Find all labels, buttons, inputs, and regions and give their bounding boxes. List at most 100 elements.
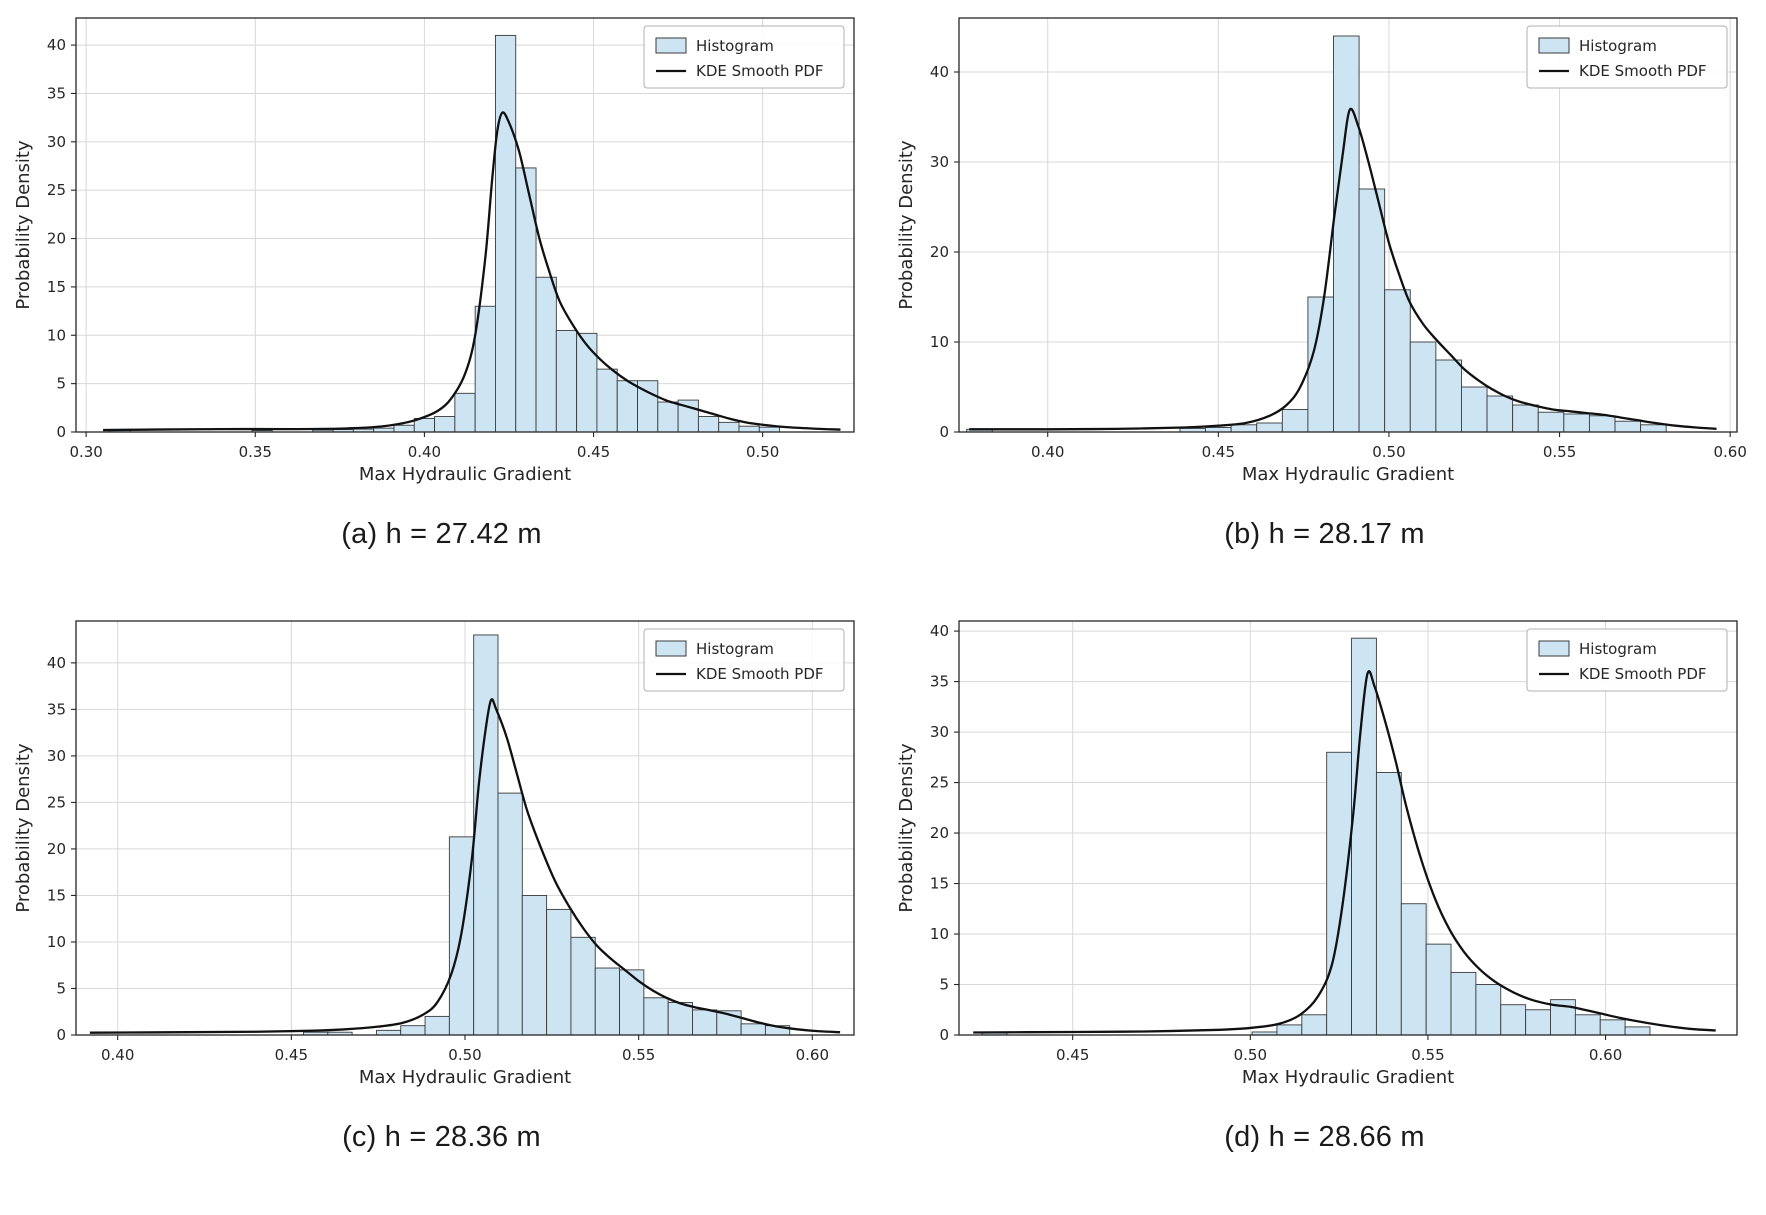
y-axis-label: Probability Density [896,140,917,310]
tick-labels: 0.30 0.35 0.40 0.45 0.50 0 5 10 15 20 25 30 35 40 [46,36,778,461]
legend-kde-label: KDE Smooth PDF [1579,62,1707,80]
svg-text:25: 25 [46,181,65,199]
histogram-kde-chart-b: 0.40 0.45 0.50 0.55 0.60 0 10 20 30 40 Max Hydraul… [894,4,1755,496]
svg-text:10: 10 [929,333,948,351]
chart-panel-c: 0.40 0.45 0.50 0.55 0.60 0 5 10 15 20 25 30 35 40 Max … [0,606,883,1210]
y-axis-label: Probability Density [13,743,34,913]
tick-marks [70,661,813,1040]
svg-text:0.40: 0.40 [1031,443,1064,461]
svg-text:0.60: 0.60 [795,1046,828,1064]
histogram-kde-chart-c: 0.40 0.45 0.50 0.55 0.60 0 5 10 15 20 25 30 35 40 Max … [11,606,872,1099]
svg-text:40: 40 [929,622,948,640]
svg-text:25: 25 [46,793,65,811]
svg-text:0.50: 0.50 [1372,443,1405,461]
legend-kde-label: KDE Smooth PDF [696,665,824,683]
svg-text:20: 20 [46,230,65,248]
legend: Histogram KDE Smooth PDF [643,628,844,691]
caption-d: (d) h = 28.66 m [1224,1120,1425,1153]
chart-canvas-svg: 0.40 0.45 0.50 0.55 0.60 0 10 20 30 40 Max Hydraul… [894,4,1755,496]
plot-border [957,17,1738,433]
svg-text:15: 15 [46,886,65,904]
svg-text:30: 30 [46,746,65,764]
svg-text:0: 0 [939,423,949,441]
svg-text:15: 15 [46,278,65,296]
svg-text:0.45: 0.45 [1201,443,1234,461]
kde-curve [89,697,840,1034]
svg-text:20: 20 [46,839,65,857]
legend-histogram-label: Histogram [1579,640,1657,658]
histogram-kde-chart-d: 0.45 0.50 0.55 0.60 0 5 10 15 20 25 30 35 40 Max Hydr… [894,606,1755,1099]
legend-kde-label: KDE Smooth PDF [1579,665,1707,683]
histogram-kde-chart-a: 0.30 0.35 0.40 0.45 0.50 0 5 10 15 20 25 30 35 40 Max … [11,4,872,496]
chart-canvas-svg: 0.30 0.35 0.40 0.45 0.50 0 5 10 15 20 25 30 35 40 Max … [11,4,872,496]
svg-text:15: 15 [929,874,948,892]
svg-text:40: 40 [929,63,948,81]
svg-text:0.40: 0.40 [407,443,440,461]
svg-text:35: 35 [46,700,65,718]
chart-canvas-svg: 0.45 0.50 0.55 0.60 0 5 10 15 20 25 30 35 40 Max Hydr… [894,606,1755,1099]
svg-text:10: 10 [46,326,65,344]
svg-text:0.55: 0.55 [1411,1046,1444,1064]
x-axis-label: Max Hydraulic Gradient [358,464,570,485]
plot-border [74,17,855,433]
tick-labels: 0.40 0.45 0.50 0.55 0.60 0 5 10 15 20 25 30 35 40 [46,653,828,1063]
kde-curve [102,111,841,432]
caption-b: (b) h = 28.17 m [1224,518,1425,550]
svg-text:0.35: 0.35 [238,443,271,461]
y-axis-label: Probability Density [13,140,34,310]
svg-text:10: 10 [929,925,948,943]
svg-text:40: 40 [46,653,65,671]
svg-text:40: 40 [46,36,65,54]
svg-text:0.45: 0.45 [1055,1046,1088,1064]
x-axis-label: Max Hydraulic Gradient [358,1067,570,1088]
tick-marks [953,630,1606,1040]
svg-text:20: 20 [929,824,948,842]
svg-text:25: 25 [929,773,948,791]
svg-text:5: 5 [939,975,949,993]
legend-box [643,628,844,691]
legend-histogram-swatch [1538,37,1569,54]
svg-text:0.30: 0.30 [69,443,102,461]
legend: Histogram KDE Smooth PDF [1526,628,1727,691]
kde-curve [972,669,1716,1034]
legend-box [1526,628,1727,691]
svg-text:35: 35 [929,672,948,690]
svg-text:35: 35 [46,84,65,102]
svg-text:0.55: 0.55 [621,1046,654,1064]
y-axis-label: Probability Density [896,743,917,913]
svg-text:10: 10 [46,932,65,950]
svg-text:0: 0 [56,1026,66,1044]
legend-histogram-swatch [655,640,686,656]
svg-text:0.40: 0.40 [100,1046,133,1064]
svg-text:5: 5 [56,979,66,997]
svg-text:0.45: 0.45 [274,1046,307,1064]
svg-text:0.50: 0.50 [745,443,778,461]
svg-text:0.50: 0.50 [1233,1046,1266,1064]
svg-text:0.45: 0.45 [576,443,609,461]
gridlines [75,18,854,433]
x-axis-label: Max Hydraulic Gradient [1241,1067,1453,1088]
svg-text:0.60: 0.60 [1713,443,1746,461]
legend-box [1526,25,1727,89]
svg-text:20: 20 [929,243,948,261]
caption-a: (a) h = 27.42 m [341,518,542,550]
chart-panel-b: 0.40 0.45 0.50 0.55 0.60 0 10 20 30 40 Max Hydraul… [883,4,1766,607]
chart-panel-d: 0.45 0.50 0.55 0.60 0 5 10 15 20 25 30 35 40 Max Hydr… [883,606,1766,1210]
tick-labels: 0.45 0.50 0.55 0.60 0 5 10 15 20 25 30 35 40 [929,622,1621,1064]
legend: Histogram KDE Smooth PDF [1526,25,1727,89]
chart-canvas-svg: 0.40 0.45 0.50 0.55 0.60 0 5 10 15 20 25 30 35 40 Max … [11,606,872,1099]
svg-text:0: 0 [56,423,66,441]
histogram-bars [108,34,780,433]
caption-c: (c) h = 28.36 m [342,1120,541,1153]
svg-text:0: 0 [939,1026,949,1044]
svg-text:0.55: 0.55 [1542,443,1575,461]
kde-curve [968,107,1717,431]
legend-histogram-swatch [1538,640,1569,656]
legend-histogram-label: Histogram [1579,37,1657,55]
tick-labels: 0.40 0.45 0.50 0.55 0.60 0 10 20 30 40 [929,63,1746,461]
legend-histogram-label: Histogram [696,640,774,658]
legend: Histogram KDE Smooth PDF [643,25,844,89]
tick-marks [953,71,1731,437]
svg-text:30: 30 [929,153,948,171]
legend-box [643,25,844,89]
